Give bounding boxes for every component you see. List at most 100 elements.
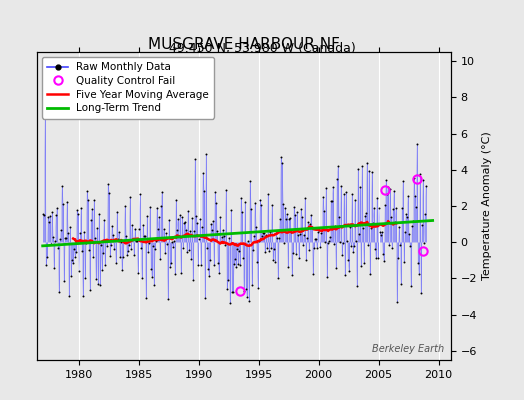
Point — [237, 194, 245, 201]
Point — [104, 181, 112, 188]
Point — [384, 184, 392, 190]
Point — [77, 204, 85, 211]
Point — [162, 230, 170, 236]
Point — [196, 216, 204, 222]
Point — [140, 233, 148, 239]
Point — [395, 224, 403, 230]
Point — [201, 294, 210, 301]
Point — [378, 229, 386, 235]
Point — [396, 241, 405, 248]
Point — [310, 244, 319, 251]
Point — [402, 211, 410, 218]
Point — [204, 266, 212, 272]
Point — [408, 223, 417, 230]
Point — [89, 254, 97, 260]
Point — [372, 254, 380, 261]
Point — [360, 260, 368, 266]
Point — [103, 243, 112, 249]
Point — [239, 255, 247, 261]
Point — [293, 209, 301, 216]
Point — [176, 212, 184, 218]
Point — [88, 206, 96, 212]
Point — [309, 271, 318, 277]
Point — [65, 292, 73, 299]
Point — [179, 245, 188, 252]
Point — [276, 215, 285, 222]
Point — [158, 188, 166, 195]
Point — [387, 214, 395, 220]
Point — [235, 248, 243, 254]
Point — [241, 199, 249, 205]
Point — [80, 228, 89, 235]
Point — [363, 159, 372, 166]
Point — [295, 255, 303, 261]
Point — [119, 253, 127, 260]
Point — [342, 189, 351, 196]
Point — [376, 229, 384, 235]
Point — [400, 259, 408, 265]
Point — [317, 230, 325, 236]
Point — [221, 242, 230, 248]
Point — [189, 277, 198, 283]
Point — [190, 228, 199, 234]
Point — [207, 220, 215, 227]
Point — [82, 240, 90, 246]
Point — [185, 246, 193, 253]
Point — [215, 270, 223, 276]
Point — [45, 219, 53, 226]
Point — [294, 232, 302, 238]
Point — [388, 245, 396, 252]
Point — [76, 230, 84, 236]
Point — [157, 203, 166, 209]
Point — [362, 210, 370, 216]
Point — [42, 262, 50, 268]
Point — [325, 238, 333, 244]
Point — [249, 246, 257, 253]
Point — [134, 270, 143, 276]
Point — [55, 289, 63, 295]
Point — [347, 243, 355, 249]
Point — [268, 202, 276, 208]
Point — [165, 217, 173, 223]
Point — [348, 191, 356, 198]
Point — [109, 232, 117, 239]
Point — [264, 191, 272, 198]
Point — [117, 239, 125, 246]
Point — [412, 204, 420, 210]
Point — [298, 214, 307, 220]
Point — [304, 219, 312, 226]
Point — [99, 250, 107, 256]
Point — [198, 224, 206, 230]
Point — [83, 188, 91, 194]
Text: Berkeley Earth: Berkeley Earth — [373, 344, 444, 354]
Point — [312, 236, 320, 242]
Point — [183, 249, 191, 255]
Point — [418, 222, 427, 228]
Point — [142, 295, 150, 302]
Point — [50, 265, 58, 272]
Point — [147, 266, 155, 272]
Point — [390, 187, 398, 194]
Point — [202, 151, 210, 158]
Text: 49.450 N, 53.980 W (Canada): 49.450 N, 53.980 W (Canada) — [169, 42, 355, 55]
Point — [417, 290, 425, 296]
Point — [69, 260, 78, 267]
Point — [211, 189, 220, 195]
Point — [219, 227, 227, 233]
Point — [262, 232, 270, 238]
Point — [269, 256, 277, 263]
Point — [63, 198, 71, 205]
Point — [343, 238, 352, 244]
Point — [114, 235, 123, 242]
Point — [127, 246, 135, 252]
Point — [330, 240, 339, 247]
Point — [334, 163, 342, 170]
Legend: Raw Monthly Data, Quality Control Fail, Five Year Moving Average, Long-Term Tren: Raw Monthly Data, Quality Control Fail, … — [42, 57, 214, 118]
Point — [398, 205, 406, 212]
Point — [87, 217, 95, 223]
Point — [326, 234, 334, 240]
Point — [291, 212, 299, 218]
Point — [78, 248, 86, 255]
Point — [274, 275, 282, 281]
Point — [367, 225, 375, 231]
